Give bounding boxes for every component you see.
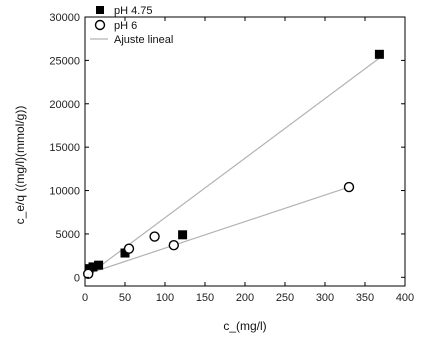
x-tick-label: 100	[156, 292, 174, 304]
point-ph6	[150, 232, 159, 241]
point-ph6	[169, 241, 178, 250]
legend-marker-ph475	[96, 6, 104, 14]
y-axis-label: c_e/q ((mg/l)(mmol/g))	[13, 106, 27, 225]
x-tick-label: 300	[316, 292, 334, 304]
y-tick-label: 10000	[49, 186, 80, 198]
y-tick-label: 5000	[56, 229, 80, 241]
x-axis-label: c_(mg/l)	[223, 319, 266, 333]
y-tick-label: 30000	[49, 12, 80, 24]
y-tick-label: 25000	[49, 55, 80, 67]
legend-label-ph475: pH 4.75	[114, 5, 153, 17]
point-ph6	[125, 244, 134, 253]
y-tick-label: 20000	[49, 99, 80, 111]
data-markers	[84, 50, 384, 279]
point-ph6	[345, 183, 354, 192]
legend-label-ph6: pH 6	[114, 20, 137, 32]
y-tick-label: 0	[74, 272, 80, 284]
point-ph475	[94, 261, 103, 270]
fit-line-series-1	[85, 187, 349, 275]
legend: pH 4.75 pH 6 Ajuste lineal	[90, 5, 173, 46]
x-tick-label: 150	[196, 292, 214, 304]
x-tick-label: 50	[119, 292, 131, 304]
legend-label-fit: Ajuste lineal	[114, 34, 173, 46]
x-tick-label: 0	[82, 292, 88, 304]
x-tick-label: 400	[396, 292, 414, 304]
x-tick-label: 200	[236, 292, 254, 304]
x-tick-label: 250	[276, 292, 294, 304]
point-ph475	[375, 50, 384, 59]
point-ph475	[178, 230, 187, 239]
y-tick-label: 15000	[49, 142, 80, 154]
axis-ticks: 0 50 100 150 200 250 300 350 400 0 5000 10000 15000 2…	[49, 12, 414, 304]
legend-marker-ph6	[96, 21, 105, 30]
x-tick-label: 350	[356, 292, 374, 304]
